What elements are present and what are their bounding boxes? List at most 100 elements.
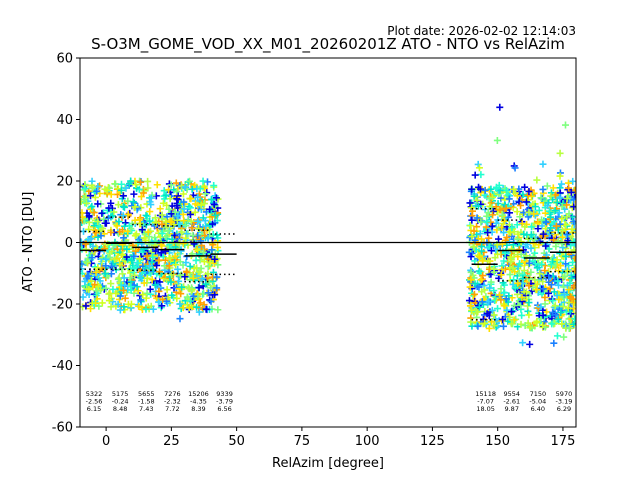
scatter-point — [197, 264, 205, 272]
scatter-point — [207, 297, 215, 305]
scatter-point — [490, 311, 498, 319]
scatter-point — [492, 183, 500, 191]
scatter-point — [557, 308, 565, 316]
bin-stat-std: 7.72 — [165, 405, 179, 413]
scatter-point — [495, 235, 503, 243]
scatter-point — [510, 316, 518, 324]
scatter-point — [120, 303, 128, 311]
scatter-point — [548, 320, 556, 328]
scatter-point — [93, 187, 101, 195]
scatter-point — [567, 188, 575, 196]
scatter-point — [179, 240, 187, 248]
scatter-point — [148, 276, 156, 284]
scatter-point — [86, 192, 94, 200]
scatter-point — [535, 206, 543, 214]
scatter-point — [80, 186, 88, 194]
bin-stat-n: 5970 — [556, 390, 573, 398]
scatter-point — [122, 219, 130, 227]
y-tick-label: 60 — [56, 52, 73, 67]
scatter-point — [546, 285, 554, 293]
scatter-point — [146, 217, 154, 225]
scatter-point — [477, 185, 485, 193]
scatter-point — [87, 235, 95, 243]
x-tick-label: 25 — [163, 434, 180, 449]
scatter-point — [558, 240, 566, 248]
scatter-point — [133, 184, 141, 192]
scatter-point — [119, 251, 127, 259]
scatter-point — [132, 181, 140, 189]
scatter-point — [490, 287, 498, 295]
bin-stat-std: 9.87 — [504, 405, 518, 413]
scatter-point — [182, 230, 190, 238]
scatter-point — [144, 184, 152, 192]
scatter-point — [522, 198, 530, 206]
scatter-point — [107, 190, 115, 198]
scatter-point — [204, 270, 212, 278]
scatter-point — [200, 301, 208, 309]
bin-stat-mean: -3.19 — [556, 398, 573, 406]
scatter-point — [544, 202, 552, 210]
scatter-point — [552, 242, 560, 250]
scatter-point — [153, 294, 161, 302]
scatter-point — [192, 200, 200, 208]
scatter-point — [525, 311, 533, 319]
scatter-point — [571, 186, 576, 194]
scatter-point — [181, 183, 189, 191]
scatter-point — [147, 249, 155, 257]
scatter-point — [180, 205, 188, 213]
scatter-point — [476, 230, 484, 238]
scatter-point — [142, 264, 150, 272]
scatter-point — [113, 222, 121, 230]
scatter-point — [555, 209, 563, 217]
scatter-point — [177, 247, 185, 255]
scatter-point — [190, 292, 198, 300]
y-axis: -60 -40 -20 0 20 40 60 — [52, 52, 80, 436]
scatter-point — [531, 203, 539, 211]
scatter-point — [496, 103, 504, 111]
y-tick-label: 0 — [65, 236, 73, 251]
scatter-point — [524, 302, 532, 310]
scatter-point — [92, 268, 100, 276]
scatter-point — [193, 303, 201, 311]
scatter-point — [120, 203, 128, 211]
scatter-point — [195, 284, 203, 292]
scatter-point — [168, 210, 176, 218]
scatter-point — [539, 278, 547, 286]
scatter-point — [93, 287, 101, 295]
scatter-point — [522, 288, 530, 296]
y-tick-label: 20 — [56, 175, 73, 190]
scatter-point — [538, 260, 546, 268]
scatter-point — [191, 208, 199, 216]
bin-stat-mean: -5.04 — [529, 398, 546, 406]
scatter-point — [468, 322, 476, 330]
scatter-point — [487, 247, 495, 255]
bin-stats-layer: 5322-2.566.15 5175-0.248.48 5655-1.587.43 7… — [80, 207, 576, 413]
scatter-point — [529, 253, 537, 261]
chart-title: S-O3M_GOME_VOD_XX_M01_20260201Z ATO - NT… — [91, 35, 565, 54]
scatter-point — [564, 304, 572, 312]
scatter-point — [213, 231, 221, 239]
scatter-point — [571, 315, 576, 323]
scatter-point — [561, 272, 569, 280]
x-tick-label: 50 — [228, 434, 245, 449]
scatter-point — [565, 184, 573, 192]
bin-stat-mean: -1.58 — [138, 398, 155, 406]
scatter-point — [100, 215, 108, 223]
y-tick-label: -60 — [52, 421, 73, 436]
scatter-point — [201, 217, 209, 225]
scatter-point — [196, 268, 204, 276]
scatter-point — [94, 283, 102, 291]
scatter-point — [162, 191, 170, 199]
scatter-point — [570, 203, 576, 211]
scatter-point — [202, 305, 210, 313]
scatter-point — [558, 226, 566, 234]
scatter-point — [178, 283, 186, 291]
scatter-point — [505, 195, 513, 203]
scatter-point — [489, 211, 497, 219]
scatter-point — [515, 198, 523, 206]
scatter-point — [467, 318, 475, 326]
scatter-point — [518, 294, 526, 302]
scatter-point — [518, 311, 526, 319]
scatter-point — [539, 185, 547, 193]
scatter-point — [211, 291, 219, 299]
